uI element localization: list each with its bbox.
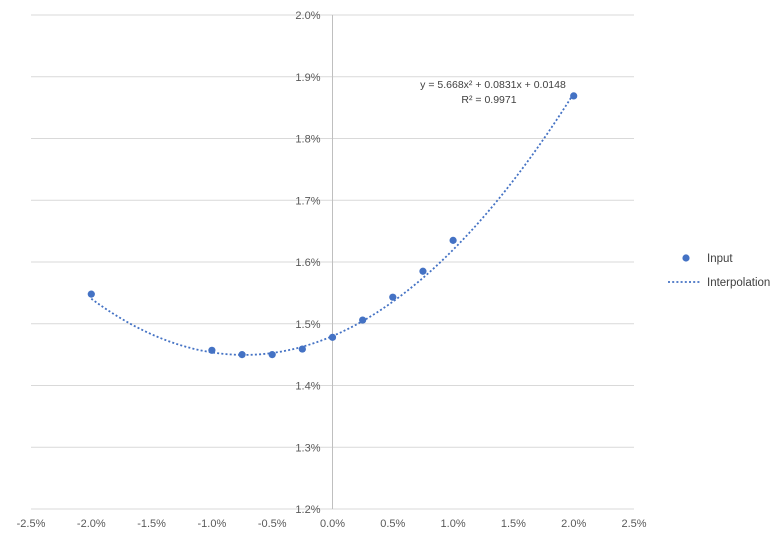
data-point [570, 92, 578, 100]
data-point [328, 333, 337, 341]
y-tick-label: 1.9% [295, 72, 320, 84]
x-tick-label: -2.0% [77, 518, 106, 530]
x-tick-labels: -2.5% -2.0% -1.5% -1.0% -0.5% 0.0% 0.5% 1.0% 1.5… [17, 518, 647, 530]
x-tick-label: -2.5% [17, 518, 46, 530]
trendline-equation: y = 5.668x² + 0.0831x + 0.0148 R² = 0.99… [420, 79, 566, 106]
data-point [87, 290, 95, 298]
data-point [449, 236, 457, 244]
x-tick-label: 2.0% [561, 518, 586, 530]
equation-label: y = 5.668x² + 0.0831x + 0.0148 [420, 79, 566, 91]
y-tick-label: 1.5% [295, 319, 320, 331]
x-tick-label: 2.5% [621, 518, 646, 530]
data-point [419, 267, 427, 275]
data-point [298, 345, 306, 353]
data-point [389, 293, 397, 301]
x-tick-label: -0.5% [258, 518, 287, 530]
y-tick-label: 1.2% [295, 504, 320, 516]
scatter-points-input [87, 92, 578, 359]
x-tick-label: -1.5% [137, 518, 166, 530]
data-point [208, 346, 216, 354]
x-tick-label: 1.0% [441, 518, 466, 530]
y-tick-label: 1.7% [295, 195, 320, 207]
y-tick-label: 1.4% [295, 381, 320, 393]
r-squared-label: R² = 0.9971 [461, 94, 516, 106]
y-tick-label: 1.3% [295, 442, 320, 454]
y-tick-label: 2.0% [295, 10, 320, 22]
legend: Input Interpolation [668, 253, 770, 289]
y-tick-label: 1.6% [295, 257, 320, 269]
legend-input-label: Input [707, 253, 733, 265]
x-tick-label: 0.0% [320, 518, 345, 530]
data-point [359, 316, 367, 324]
x-tick-label: -1.0% [198, 518, 227, 530]
legend-interpolation-label: Interpolation [707, 277, 770, 289]
legend-input-marker [682, 254, 690, 262]
y-tick-label: 1.8% [295, 134, 320, 146]
data-point [268, 351, 276, 359]
y-tick-labels: 1.2% 1.3% 1.4% 1.5% 1.6% 1.7% 1.8% 1.9% 2.0% [295, 10, 320, 516]
x-tick-label: 0.5% [380, 518, 405, 530]
x-tick-label: 1.5% [501, 518, 526, 530]
data-point [238, 351, 246, 359]
